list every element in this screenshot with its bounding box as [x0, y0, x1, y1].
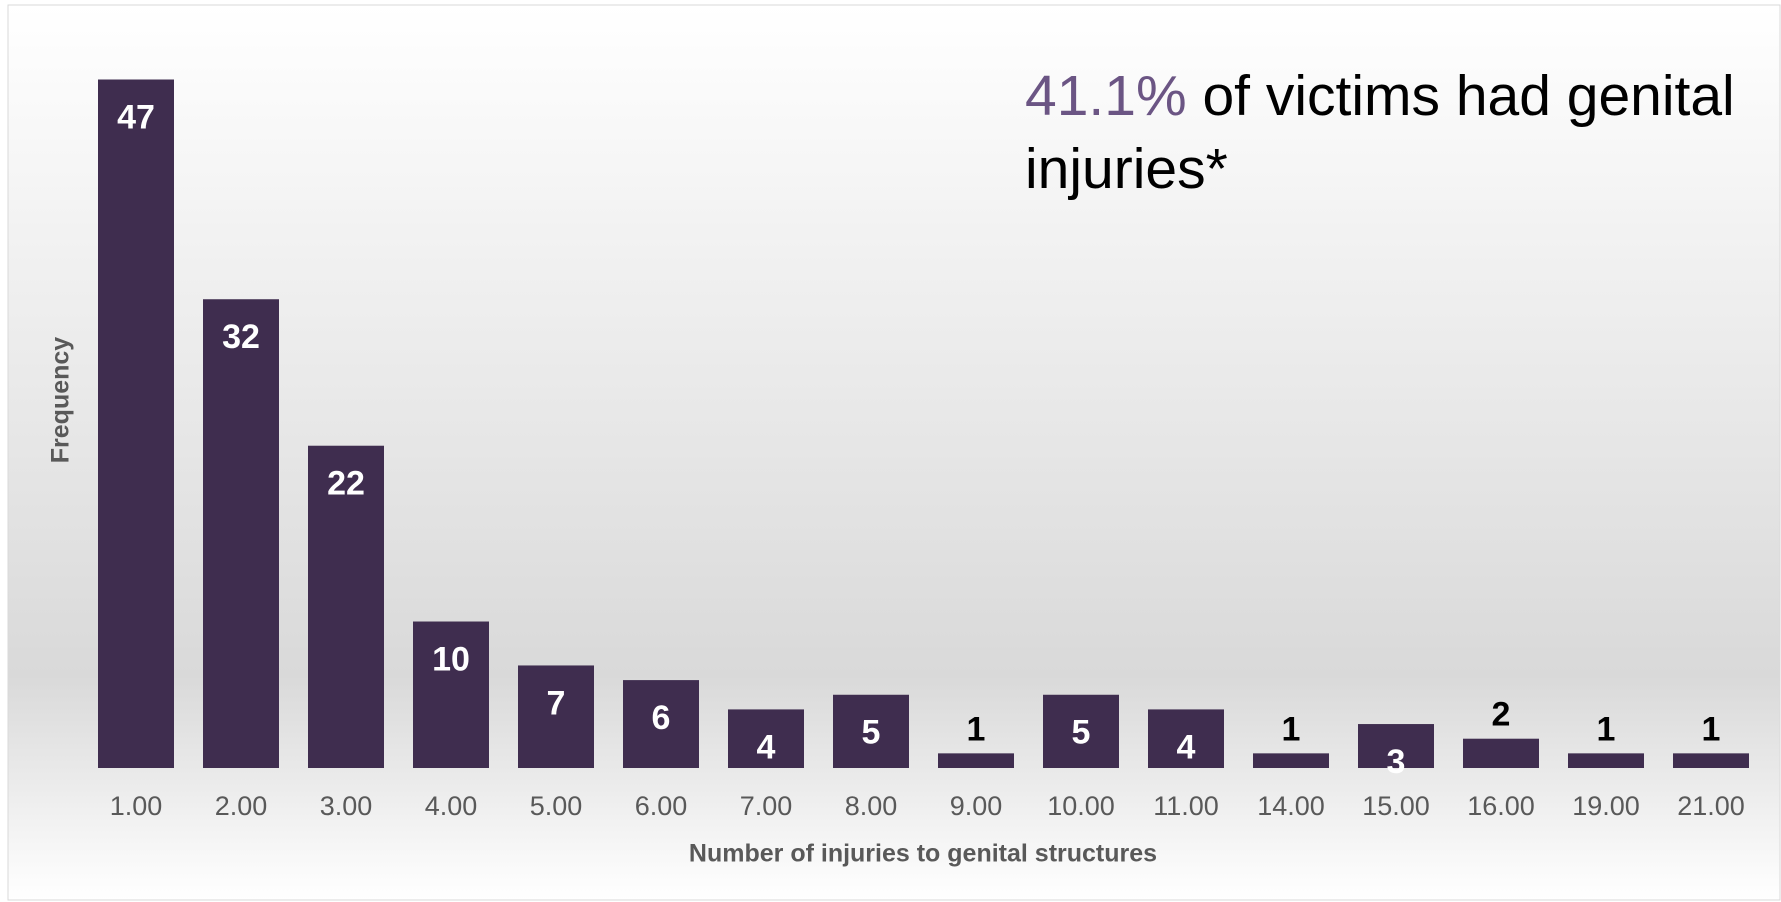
data-label: 2 [1492, 696, 1511, 734]
bar [1568, 753, 1644, 768]
x-tick-label: 1.00 [110, 791, 163, 821]
x-tick-label: 16.00 [1467, 791, 1535, 821]
bar [833, 694, 909, 768]
data-label: 5 [1072, 714, 1091, 752]
bar [1673, 753, 1749, 768]
bar [413, 621, 489, 768]
x-tick-label: 21.00 [1677, 791, 1745, 821]
x-tick-label: 11.00 [1153, 791, 1219, 821]
x-axis-title: Number of injuries to genital structures [689, 840, 1157, 868]
data-label: 1 [1282, 710, 1301, 748]
x-tick-label: 5.00 [530, 791, 583, 821]
data-label: 5 [862, 714, 881, 752]
data-label: 4 [757, 728, 776, 766]
x-tick-label: 7.00 [740, 791, 793, 821]
bar [98, 79, 174, 768]
bar [1253, 753, 1329, 768]
data-label: 22 [327, 465, 365, 503]
data-label: 6 [652, 699, 671, 737]
x-tick-label: 8.00 [845, 791, 898, 821]
data-label: 7 [547, 684, 566, 722]
data-label: 1 [1702, 710, 1721, 748]
data-label: 1 [967, 710, 986, 748]
bar [728, 709, 804, 768]
x-tick-label: 4.00 [425, 791, 478, 821]
data-label: 4 [1177, 728, 1196, 766]
x-tick-label: 14.00 [1257, 791, 1325, 821]
bar [1043, 694, 1119, 768]
x-tick-label: 3.00 [320, 791, 373, 821]
bar [938, 753, 1014, 768]
bar [1358, 724, 1434, 768]
bar [518, 665, 594, 768]
bar [203, 299, 279, 768]
bar [1148, 709, 1224, 768]
bar [1463, 738, 1539, 768]
x-tick-label: 2.00 [215, 791, 268, 821]
bar [308, 445, 384, 768]
x-tick-label: 9.00 [950, 791, 1003, 821]
data-label: 10 [432, 640, 470, 678]
x-tick-label: 6.00 [635, 791, 688, 821]
annotation-highlight: 41.1% [1025, 64, 1187, 128]
data-label: 1 [1597, 710, 1616, 748]
annotation-line: 41.1% of victims had genital [1025, 64, 1735, 128]
data-label: 3 [1387, 743, 1406, 781]
data-label: 47 [117, 98, 155, 136]
y-axis-title: Frequency [47, 337, 75, 464]
x-tick-label: 19.00 [1572, 791, 1640, 821]
bar [623, 680, 699, 768]
annotation-text: injuries* [1025, 137, 1228, 201]
x-tick-label: 15.00 [1362, 791, 1430, 821]
annotation-text: of victims had genital [1187, 64, 1735, 128]
x-tick-label: 10.00 [1047, 791, 1115, 821]
data-label: 32 [222, 318, 260, 356]
